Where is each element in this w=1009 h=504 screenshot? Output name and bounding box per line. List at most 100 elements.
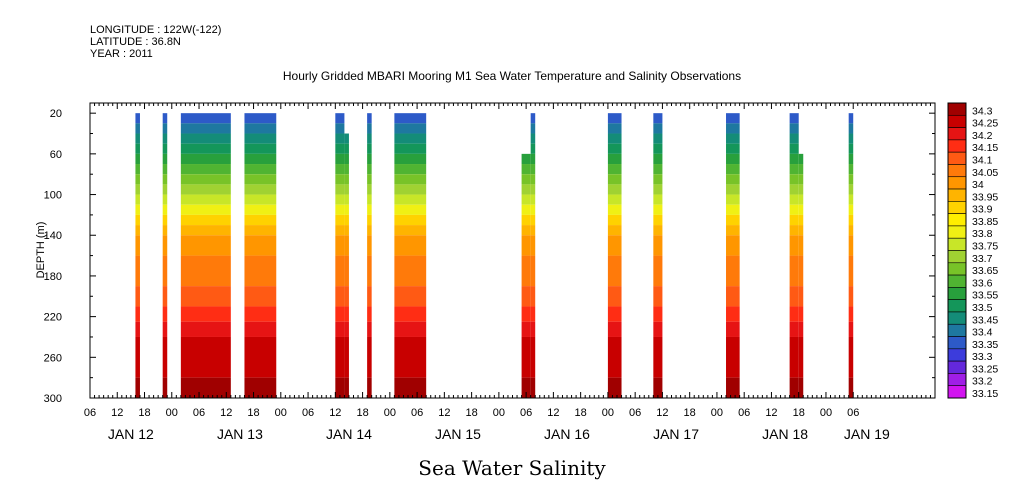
salinity-cell	[789, 123, 799, 134]
salinity-cell	[848, 377, 854, 398]
salinity-cell	[335, 174, 345, 185]
salinity-cell	[162, 306, 168, 322]
salinity-cell	[848, 123, 854, 134]
salinity-cell	[335, 194, 345, 205]
y-tick-label: 140	[44, 230, 62, 242]
salinity-cell	[344, 306, 349, 322]
salinity-cell	[789, 225, 799, 236]
x-tick-label: 12	[656, 407, 668, 419]
colorbar-label: 34.2	[972, 130, 993, 142]
salinity-cell	[335, 123, 345, 134]
colorbar-label: 33.95	[972, 191, 998, 203]
salinity-cell	[653, 194, 663, 205]
salinity-cell	[530, 336, 536, 378]
colorbar-label: 33.65	[972, 265, 998, 277]
salinity-cell	[848, 321, 854, 337]
salinity-cell	[344, 153, 349, 165]
salinity-cell	[789, 377, 799, 398]
salinity-cell	[394, 143, 427, 154]
salinity-cell	[530, 164, 536, 175]
x-tick-label: 12	[329, 407, 341, 419]
salinity-cell	[367, 174, 372, 185]
colorbar-swatch	[947, 274, 967, 288]
salinity-cell	[135, 306, 140, 322]
colorbar-swatch	[947, 164, 967, 178]
colorbar-swatch	[947, 262, 967, 276]
x-tick-label: 00	[711, 407, 723, 419]
colorbar-swatch	[947, 188, 967, 202]
salinity-cell	[653, 184, 663, 195]
salinity-cell	[394, 214, 427, 226]
salinity-cell	[726, 113, 740, 124]
salinity-cell	[789, 133, 799, 144]
salinity-cell	[848, 153, 854, 165]
salinity-cell	[530, 214, 536, 226]
salinity-cell	[180, 113, 231, 124]
salinity-cell	[521, 174, 531, 185]
y-tick-label: 100	[44, 190, 62, 202]
salinity-cell	[607, 184, 622, 195]
data-segment	[653, 113, 663, 398]
y-tick-label: 180	[44, 271, 62, 283]
colorbar-label: 33.7	[972, 253, 993, 265]
salinity-cell	[653, 174, 663, 185]
salinity-cell	[162, 123, 168, 134]
salinity-cell	[367, 133, 372, 144]
salinity-cell	[335, 143, 345, 154]
salinity-cell	[162, 204, 168, 215]
colorbar-swatch	[947, 373, 967, 387]
salinity-cell	[367, 204, 372, 215]
salinity-cell	[521, 225, 531, 236]
x-tick-label: 00	[493, 407, 505, 419]
x-tick-label: 12	[111, 407, 123, 419]
salinity-cell	[162, 225, 168, 236]
salinity-cell	[335, 113, 345, 124]
data-segment	[848, 113, 854, 398]
salinity-cell	[607, 286, 622, 307]
salinity-cell	[726, 133, 740, 144]
salinity-cell	[607, 194, 622, 205]
salinity-cell	[135, 123, 140, 134]
salinity-cell	[521, 204, 531, 215]
x-tick-label: 06	[302, 407, 314, 419]
salinity-cell	[344, 286, 349, 307]
salinity-cell	[653, 235, 663, 256]
salinity-cell	[521, 214, 531, 226]
salinity-cell	[607, 123, 622, 134]
x-tick-label: 06	[629, 407, 641, 419]
salinity-cell	[335, 153, 345, 165]
salinity-cell	[394, 377, 427, 398]
salinity-cell	[335, 321, 345, 337]
colorbar-label: 33.75	[972, 241, 998, 253]
salinity-cell	[162, 255, 168, 287]
salinity-cell	[789, 143, 799, 154]
data-segment	[394, 113, 427, 398]
salinity-cell	[653, 336, 663, 378]
salinity-cell	[394, 133, 427, 144]
salinity-cell	[335, 214, 345, 226]
salinity-cell	[798, 286, 804, 307]
salinity-cell	[653, 133, 663, 144]
salinity-cell	[367, 225, 372, 236]
salinity-cell	[848, 113, 854, 124]
salinity-cell	[848, 174, 854, 185]
salinity-cell	[180, 143, 231, 154]
salinity-cell	[530, 235, 536, 256]
salinity-cell	[244, 306, 277, 322]
salinity-cell	[244, 286, 277, 307]
colorbar-swatch	[947, 299, 967, 313]
salinity-cell	[162, 194, 168, 205]
salinity-cell	[530, 123, 536, 134]
salinity-cell	[344, 336, 349, 378]
salinity-cell	[726, 174, 740, 185]
colorbar-label: 34.3	[972, 105, 993, 117]
salinity-cell	[726, 214, 740, 226]
colorbar-swatch	[947, 225, 967, 239]
data-segment	[244, 113, 277, 398]
salinity-cell	[335, 336, 345, 378]
salinity-cell	[244, 133, 277, 144]
x-tick-label: 06	[847, 407, 859, 419]
salinity-cell	[180, 336, 231, 378]
salinity-cell	[798, 164, 804, 175]
x-tick-label: 18	[575, 407, 587, 419]
